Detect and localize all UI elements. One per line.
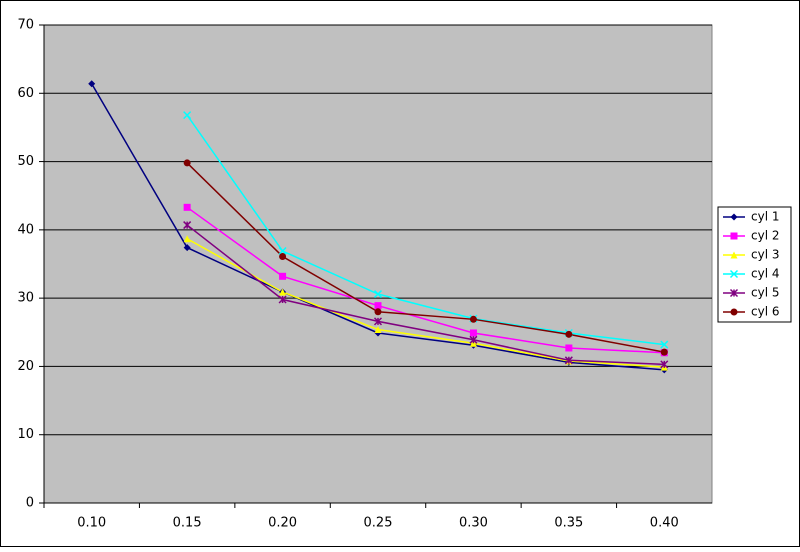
marker (730, 308, 738, 316)
marker-part (279, 272, 287, 280)
marker (373, 317, 383, 326)
marker (660, 340, 669, 349)
x-tick-label: 0.15 (173, 516, 202, 531)
series-line (186, 162, 665, 353)
marker-part (660, 340, 669, 349)
marker-part (730, 232, 738, 240)
marker-part (183, 244, 191, 252)
marker-part (183, 111, 192, 120)
marker-part (469, 329, 477, 337)
marker (373, 290, 383, 299)
marker-part (729, 288, 739, 298)
marker (729, 288, 739, 298)
marker (374, 302, 382, 310)
y-tick-label: 70 (17, 18, 34, 33)
marker (565, 330, 573, 338)
marker-part (278, 246, 287, 256)
legend-label: cyl 6 (751, 305, 779, 319)
marker (278, 295, 287, 304)
marker-part (565, 330, 573, 338)
x-tick-label: 0.35 (554, 516, 583, 531)
marker (374, 326, 382, 334)
marker (469, 329, 477, 337)
marker (660, 348, 668, 356)
series-line (186, 114, 665, 346)
marker-part (469, 335, 478, 344)
y-tick-label: 20 (17, 359, 34, 374)
marker (183, 221, 192, 230)
x-tick-label: 0.40 (650, 516, 679, 531)
marker-part (730, 251, 738, 259)
marker-part (373, 290, 383, 299)
marker (183, 235, 191, 243)
marker-part (374, 308, 382, 316)
marker-part (183, 203, 191, 211)
marker-part (730, 308, 738, 316)
y-tick-label: 50 (17, 154, 34, 169)
marker-part (730, 213, 738, 221)
legend-label: cyl 2 (751, 229, 779, 243)
marker (730, 213, 738, 221)
legend-label: cyl 4 (751, 267, 779, 281)
y-tick-label: 30 (17, 291, 34, 306)
series-line (186, 224, 665, 366)
marker-part (374, 302, 382, 310)
marker (730, 251, 738, 259)
marker (564, 356, 573, 365)
legend-label: cyl 5 (751, 286, 779, 300)
plot-area (43, 24, 713, 504)
x-tick-label: 0.10 (77, 516, 106, 531)
marker-part (729, 269, 739, 279)
y-tick-label: 40 (17, 222, 34, 237)
marker-part (279, 252, 287, 260)
marker (279, 288, 287, 296)
marker-part (660, 360, 669, 369)
marker (729, 269, 739, 279)
y-tick-label: 10 (17, 427, 34, 442)
legend: cyl 1 cyl 2 cyl 3 cyl 4 cyl 5 cyl 6 (717, 206, 792, 323)
marker-part (278, 295, 287, 304)
marker (565, 344, 573, 352)
marker (279, 252, 287, 260)
legend-box (717, 206, 792, 323)
marker (183, 159, 191, 167)
marker (183, 244, 191, 252)
marker-part (279, 288, 287, 296)
marker (88, 80, 96, 88)
marker (660, 360, 669, 369)
x-tick-label: 0.20 (268, 516, 297, 531)
y-tick-label: 60 (17, 86, 34, 101)
marker (183, 111, 192, 120)
marker (278, 246, 287, 256)
x-tick-label: 0.25 (364, 516, 393, 531)
legend-label: cyl 3 (751, 248, 779, 262)
legend-label: cyl 1 (751, 210, 779, 224)
y-tick-label: 0 (26, 496, 34, 511)
series-line (186, 206, 665, 354)
marker-part (374, 326, 382, 334)
series-line (186, 238, 665, 368)
marker (183, 203, 191, 211)
x-tick-label: 0.30 (459, 516, 488, 531)
marker-part (564, 356, 573, 365)
marker (469, 335, 478, 344)
marker-part (183, 221, 192, 230)
marker (730, 232, 738, 240)
marker-part (88, 80, 96, 88)
marker-part (660, 348, 668, 356)
marker-part (183, 159, 191, 167)
marker-part (565, 344, 573, 352)
marker-part (469, 315, 477, 323)
marker (469, 315, 477, 323)
marker-part (373, 317, 383, 326)
marker-part (183, 235, 191, 243)
marker (279, 272, 287, 280)
marker (374, 308, 382, 316)
